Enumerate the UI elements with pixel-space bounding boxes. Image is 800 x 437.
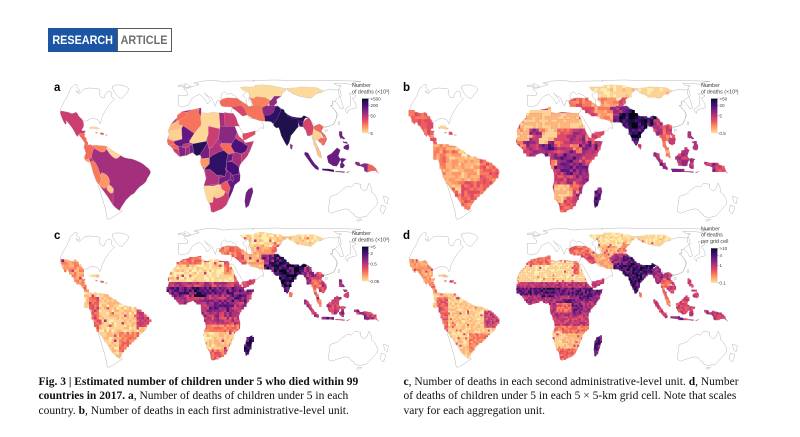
svg-text:a: a — [54, 82, 61, 94]
svg-text:200: 200 — [370, 103, 378, 108]
svg-text:0.1: 0.1 — [719, 281, 726, 286]
svg-text:of deaths (×10³): of deaths (×10³) — [352, 237, 390, 243]
svg-text:50: 50 — [370, 114, 376, 119]
svg-text:Number: Number — [701, 226, 720, 232]
svg-text:>50: >50 — [719, 96, 727, 101]
svg-text:of deaths: of deaths — [701, 233, 723, 239]
svg-text:2: 2 — [370, 251, 373, 256]
svg-text:Number: Number — [352, 83, 371, 89]
svg-text:5: 5 — [370, 131, 373, 136]
svg-text:b: b — [403, 82, 410, 94]
svg-text:0.5: 0.5 — [370, 262, 377, 267]
svg-text:per grid cell: per grid cell — [701, 239, 728, 245]
svg-text:of deaths (×10³): of deaths (×10³) — [352, 89, 390, 95]
svg-text:Number: Number — [352, 231, 371, 237]
svg-text:0.5: 0.5 — [719, 131, 726, 136]
svg-text:d: d — [403, 230, 410, 242]
svg-text:of deaths (×10³): of deaths (×10³) — [701, 89, 739, 95]
svg-text:c: c — [54, 230, 61, 242]
svg-text:>10: >10 — [719, 246, 727, 251]
svg-text:20: 20 — [719, 103, 725, 108]
svg-text:>500: >500 — [370, 96, 381, 101]
svg-text:0.05: 0.05 — [370, 279, 379, 284]
svg-text:5: 5 — [719, 114, 722, 119]
svg-text:Number: Number — [701, 83, 720, 89]
svg-text:1: 1 — [719, 263, 722, 268]
svg-text:>5: >5 — [370, 244, 376, 249]
svg-text:4: 4 — [719, 253, 722, 258]
